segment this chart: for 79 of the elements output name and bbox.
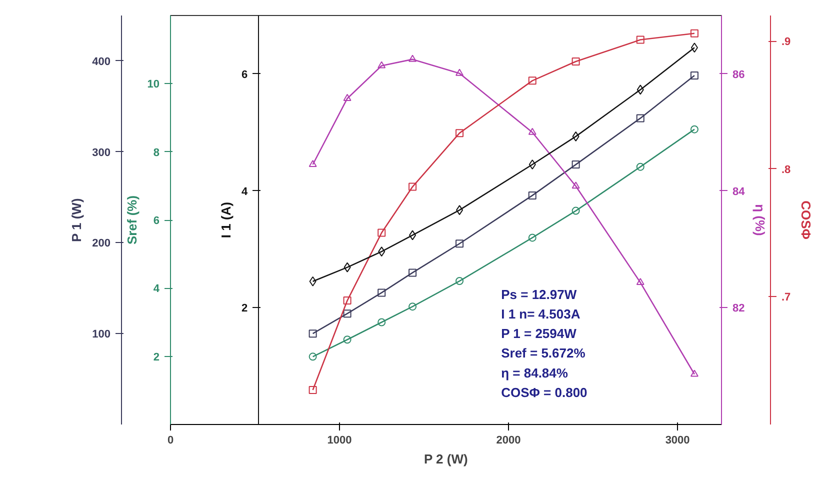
y-tick-label: 4 — [242, 186, 249, 198]
y2-tick-label: 300 — [92, 146, 111, 159]
point — [308, 386, 317, 394]
y2-tick-label: 200 — [92, 238, 111, 250]
annotation: COSΦ = 0.800 — [501, 384, 588, 400]
point — [378, 61, 386, 68]
x-tick-label: 0 — [167, 434, 174, 446]
point — [343, 94, 352, 101]
y-tick-label: 6 — [153, 215, 160, 227]
y-tick-label: 82 — [732, 302, 745, 315]
point — [690, 71, 698, 80]
point — [309, 276, 316, 286]
point — [378, 318, 386, 326]
point — [636, 36, 644, 44]
point — [572, 182, 580, 189]
y-tick-label: 2 — [153, 351, 160, 364]
y-axis-title: η (%) — [752, 204, 768, 236]
point — [636, 114, 644, 122]
point — [378, 246, 386, 257]
point — [636, 162, 644, 171]
x-tick-label: 2000 — [496, 434, 521, 446]
point — [344, 262, 351, 272]
point — [456, 277, 464, 285]
point — [572, 58, 580, 66]
annotation: P 1 = 2594W — [501, 326, 578, 342]
point — [572, 206, 580, 215]
y2-tick-label: .7 — [782, 292, 791, 304]
y2-tick-label: .8 — [782, 164, 791, 176]
point — [308, 330, 317, 338]
y-tick-label: 6 — [242, 68, 248, 81]
y-tick-label: 86 — [732, 68, 745, 81]
y2-tick-label: 400 — [92, 56, 111, 68]
point — [343, 336, 352, 344]
y2-axis-title: P 1 (W) — [69, 198, 84, 242]
annotation: I 1 n= 4.503A — [501, 306, 581, 322]
point — [456, 205, 464, 216]
y2-tick-label: 100 — [92, 328, 111, 341]
point — [308, 352, 317, 361]
point — [409, 230, 416, 240]
y-tick-label: 4 — [153, 283, 160, 296]
x-tick-label: 3000 — [665, 434, 690, 446]
point — [378, 228, 386, 237]
point — [308, 160, 317, 168]
point — [456, 68, 464, 76]
point — [408, 182, 417, 191]
x-tick-label: 1000 — [327, 434, 352, 446]
point — [408, 54, 417, 62]
point — [690, 42, 698, 53]
y-tick-label: 10 — [147, 78, 160, 91]
annotation: Sref = 5.672% — [501, 346, 586, 361]
y-axis-title: Sref (%) — [124, 195, 140, 245]
point — [378, 288, 386, 297]
y-axis-title: I 1 (A) — [218, 202, 234, 238]
point — [528, 76, 536, 85]
point — [456, 240, 464, 248]
y-tick-label: 8 — [153, 146, 160, 159]
y-tick-label: 2 — [242, 302, 248, 315]
annotation: η = 84.84% — [501, 365, 568, 380]
point — [528, 159, 536, 170]
point — [636, 278, 644, 286]
point — [343, 296, 352, 305]
y2-tick-label: .9 — [782, 36, 791, 48]
y2-axis-title: COSΦ — [798, 200, 814, 240]
point — [572, 131, 580, 142]
point — [572, 160, 580, 169]
x-axis-title: P 2 (W) — [424, 452, 468, 466]
point — [636, 84, 644, 95]
y-tick-label: 84 — [732, 186, 746, 198]
annotation: Ps = 12.97W — [501, 286, 578, 302]
point — [690, 29, 698, 38]
point — [528, 191, 536, 200]
point — [690, 370, 698, 377]
point — [528, 234, 536, 242]
point — [343, 310, 352, 318]
point — [528, 128, 536, 135]
point — [408, 268, 417, 277]
point — [408, 302, 417, 311]
point — [456, 129, 464, 138]
point — [690, 125, 698, 134]
